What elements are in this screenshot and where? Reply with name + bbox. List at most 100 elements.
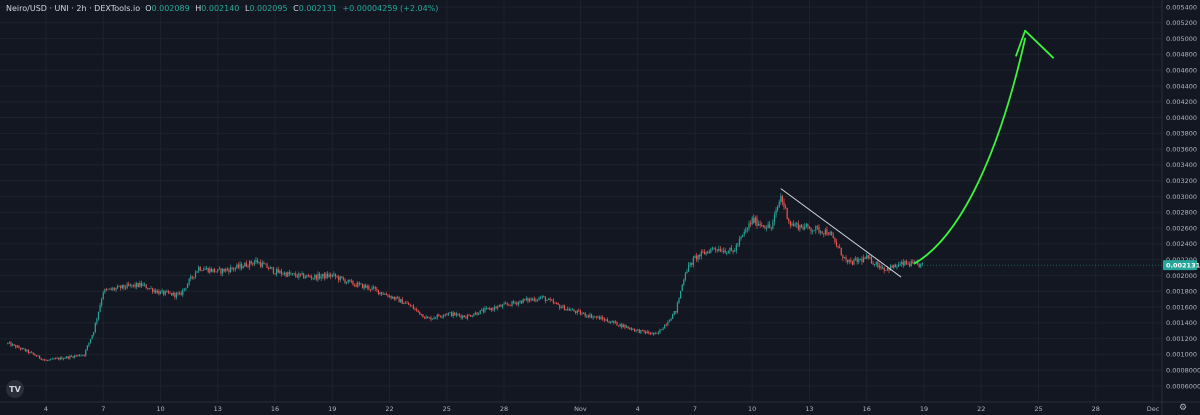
candle-body — [358, 282, 360, 284]
candle-body — [81, 355, 84, 356]
candle-body — [385, 293, 387, 296]
candle-body — [581, 313, 583, 315]
candle-body — [815, 226, 817, 231]
candle-body — [174, 292, 176, 298]
candle-body — [560, 307, 562, 309]
candle-body — [128, 284, 130, 286]
candle-body — [7, 342, 9, 344]
candle-body — [800, 224, 803, 228]
candle-body — [490, 308, 492, 311]
candle-body — [317, 273, 319, 280]
candle-body — [613, 321, 615, 323]
candle-body — [191, 276, 193, 278]
x-tick-label: Dec — [1147, 405, 1160, 413]
candle-body — [45, 359, 47, 361]
high-label: H — [195, 4, 202, 13]
candle-body — [902, 261, 904, 266]
arrow-shaft[interactable] — [913, 37, 1027, 265]
candle-body — [726, 253, 728, 254]
candle-body — [252, 263, 254, 265]
candle-body — [132, 284, 135, 286]
candle-body — [869, 257, 871, 258]
candle-body — [506, 303, 508, 305]
candle-body — [80, 355, 82, 357]
candle-body — [387, 295, 389, 297]
candle-body — [835, 241, 838, 246]
candle-body — [546, 299, 548, 302]
candle-body — [681, 284, 683, 291]
x-tick-label: 19 — [328, 405, 336, 413]
gear-icon[interactable]: ⚙ — [1179, 403, 1188, 413]
candle-body — [807, 224, 809, 227]
candle-body — [802, 227, 804, 230]
candle-body — [355, 284, 357, 287]
candle-body — [854, 258, 857, 260]
candle-body — [241, 264, 243, 269]
candle-body — [834, 238, 836, 242]
candle-body — [691, 262, 693, 265]
y-tick-label: 0.001600 — [1166, 303, 1197, 311]
candle-body — [662, 328, 664, 330]
candle-body — [209, 268, 211, 273]
x-tick-label: 16 — [271, 405, 279, 413]
tradingview-logo-icon[interactable]: TV — [6, 380, 24, 398]
candle-body — [832, 235, 834, 239]
candle-body — [134, 284, 136, 287]
candle-body — [462, 315, 464, 318]
candle-body — [602, 317, 604, 319]
candle-body — [573, 309, 575, 312]
candle-body — [441, 316, 443, 318]
candle-body — [632, 329, 634, 331]
candle-body — [514, 302, 516, 304]
candle-body — [245, 262, 248, 267]
candle-body — [296, 276, 298, 278]
candle-body — [350, 280, 352, 282]
candle-body — [549, 298, 551, 300]
candle-body — [139, 282, 141, 287]
candle-body — [732, 250, 734, 252]
candle-body — [829, 231, 831, 235]
candle-body — [656, 332, 658, 334]
candle-body — [792, 223, 795, 226]
candle-body — [177, 293, 179, 295]
candle-body — [710, 248, 712, 253]
candle-body — [699, 254, 701, 257]
candle-body — [508, 304, 510, 306]
trendline[interactable] — [780, 188, 902, 278]
candle-body — [875, 261, 877, 265]
y-tick-label: 0.005200 — [1166, 19, 1197, 27]
candle-body — [527, 298, 529, 302]
arrow-head[interactable] — [1015, 29, 1055, 59]
candle-body — [595, 316, 597, 318]
candle-body — [668, 320, 671, 323]
candle-body — [53, 358, 55, 360]
candle-body — [279, 270, 281, 273]
candle-body — [218, 268, 220, 270]
candle-body — [66, 356, 68, 359]
candle-body — [312, 278, 314, 279]
candle-body — [466, 314, 469, 319]
candle-body — [734, 250, 736, 252]
candle-body — [198, 267, 200, 272]
change-value: +0.00004259 (+2.04%) — [342, 4, 439, 13]
candle-body — [686, 271, 688, 274]
candle-body — [264, 263, 267, 265]
candle-body — [336, 276, 338, 278]
candle-body — [266, 263, 268, 268]
candle-body — [417, 309, 419, 312]
candle-body — [40, 358, 42, 360]
candle-body — [62, 358, 65, 360]
y-tick-label: 0.0008000 — [1166, 367, 1200, 375]
candle-body — [738, 238, 741, 245]
candle-body — [137, 283, 139, 287]
symbol-label[interactable]: Neiro/USD · UNI · 2h · DEXTools.io — [6, 4, 141, 13]
candle-body — [37, 355, 39, 357]
candle-body — [737, 244, 739, 246]
candle-body — [339, 276, 341, 281]
y-tick-label: 0.003600 — [1166, 145, 1197, 153]
candle-body — [769, 224, 771, 228]
candle-body — [298, 273, 300, 278]
y-tick-label: 0.003200 — [1166, 177, 1197, 185]
